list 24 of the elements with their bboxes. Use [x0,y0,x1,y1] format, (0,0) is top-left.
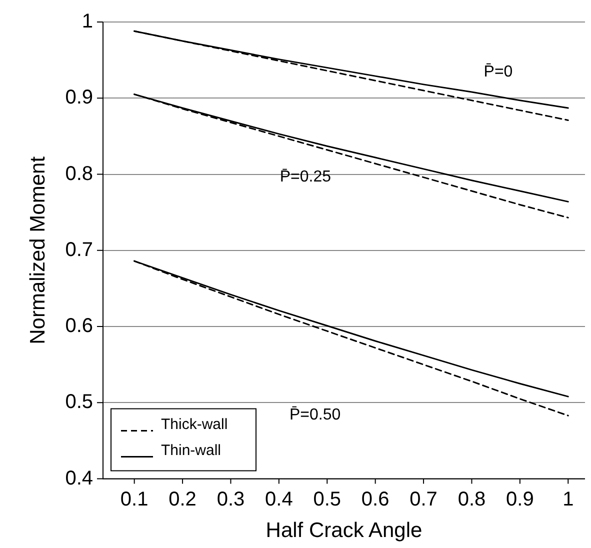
annotation: P̄=0.25 [280,168,332,186]
y-tick-label: 1 [82,10,94,33]
x-tick-label: 0.9 [506,488,534,510]
y-tick-label: 0.7 [65,238,94,261]
legend-label: Thick-wall [161,416,228,433]
x-tick-label: 0.7 [410,488,438,510]
x-tick-label: 0.3 [216,488,245,510]
y-tick-label: 0.8 [65,162,94,185]
x-tick-label: 0.5 [313,488,342,510]
x-tick-label: 0.4 [265,488,293,510]
y-tick-label: 0.5 [65,391,94,414]
x-tick-label: 1 [562,488,574,510]
x-axis-title: Half Crack Angle [266,519,422,542]
legend-label: Thin-wall [161,442,222,459]
x-tick-label: 0.8 [458,488,486,510]
x-tick-label: 0.1 [120,488,148,510]
x-tick-label: 0.2 [168,488,196,510]
y-tick-label: 0.9 [65,86,94,109]
annotation: P̄=0 [484,63,513,81]
y-tick-label: 0.4 [65,467,94,490]
y-axis-title: Normalized Moment [26,156,50,344]
annotation: P̄=0.50 [290,406,341,424]
x-tick-label: 0.6 [361,488,390,510]
y-tick-label: 0.6 [65,315,94,338]
